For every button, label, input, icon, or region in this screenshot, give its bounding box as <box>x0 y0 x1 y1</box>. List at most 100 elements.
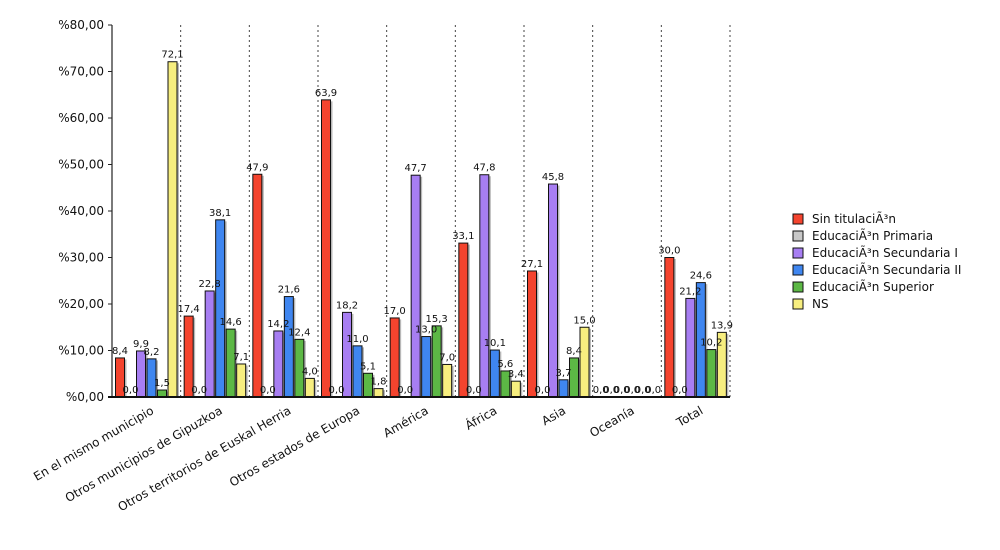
data-label: 0,0 <box>635 385 651 396</box>
y-tick-label: %20,00 <box>58 297 104 311</box>
bar-sin-titulacia-n-asia <box>527 270 537 398</box>
legend-swatch-educacia-n-superior <box>792 281 804 293</box>
bar-sin-titulacia-n-otros-estados-de-europa <box>321 99 331 398</box>
data-label: 30,0 <box>658 246 680 257</box>
data-label: 13,9 <box>711 320 733 331</box>
bar-educacia-n-secundaria-i-total <box>685 297 696 398</box>
data-label: 8,2 <box>144 347 160 358</box>
data-label: 14,2 <box>267 319 289 330</box>
data-label: 24,6 <box>690 271 712 282</box>
bar-educacia-n-secundaria-ii-asia <box>558 379 569 398</box>
data-label: 22,8 <box>199 279 221 290</box>
x-tick-label-africa: África <box>462 403 499 433</box>
grid-lines <box>180 25 731 397</box>
bar-ns-en-el-mismo-municipio <box>167 61 178 398</box>
data-label: 9,9 <box>133 339 149 350</box>
data-label: 3,4 <box>508 369 524 380</box>
data-label: 47,7 <box>405 163 427 174</box>
legend-label-sin-titulacia-n: Sin titulaciÃ³n <box>812 211 896 226</box>
bar-ns-otros-municipios-de-gipuzkoa <box>236 363 247 398</box>
data-label: 17,4 <box>178 304 200 315</box>
data-label: 0,0 <box>614 385 630 396</box>
data-label: 21,2 <box>679 286 701 297</box>
data-label: 21,6 <box>278 285 300 296</box>
data-label: 47,9 <box>246 162 268 173</box>
y-tick-label: %0,00 <box>66 390 104 404</box>
bar-sin-titulacia-n-africa <box>458 242 469 398</box>
bar-ns-otros-estados-de-europa <box>373 388 384 398</box>
bar-educacia-n-secundaria-i-africa <box>479 174 490 398</box>
legend: Sin titulaciÃ³n EducaciÃ³n Primaria Educac… <box>792 211 961 311</box>
data-label: 0,0 <box>191 385 207 396</box>
y-tick-label: %60,00 <box>58 111 104 125</box>
bar-ns-asia <box>579 326 590 398</box>
bar-educacia-n-secundaria-i-otros-municipios-de-gipuzkoa <box>204 290 215 398</box>
data-label: 1,8 <box>371 377 387 388</box>
data-label: 63,9 <box>315 88 337 99</box>
legend-swatch-ns <box>792 298 804 310</box>
data-label: 5,6 <box>497 359 513 370</box>
bars <box>115 61 729 398</box>
legend-swatch-educacia-n-secundaria-i <box>792 247 804 259</box>
bar-educacia-n-superior-otros-municipios-de-gipuzkoa <box>225 328 236 398</box>
data-label: 27,1 <box>521 259 543 270</box>
bar-sin-titulacia-n-otros-territorios-de-euskal-herria <box>252 173 263 398</box>
legend-label-educacia-n-secundaria-ii: EducaciÃ³n Secundaria II <box>812 262 961 277</box>
bar-educacia-n-secundaria-i-asia <box>548 183 558 398</box>
data-label: 0,0 <box>329 385 345 396</box>
data-labels: 8,417,447,963,917,033,127,10,030,00,0 0,0… <box>112 50 733 396</box>
data-label: 38,1 <box>209 208 231 219</box>
x-tick-label-otros-estados-de-europa: Otros estados de Europa <box>227 403 362 489</box>
legend-label-ns: NS <box>812 297 829 311</box>
data-label: 0,0 <box>466 385 482 396</box>
data-label: 0,0 <box>603 385 619 396</box>
bar-educacia-n-secundaria-ii-otros-territorios-de-euskal-herria <box>283 296 294 398</box>
bar-educacia-n-secundaria-ii-otros-municipios-de-gipuzkoa <box>215 219 226 398</box>
data-label: 33,1 <box>452 231 474 242</box>
y-tick-label: %50,00 <box>58 158 104 172</box>
data-label: 0,0 <box>593 385 609 396</box>
data-label: 13,0 <box>415 325 437 336</box>
data-label: 17,0 <box>384 306 406 317</box>
bar-educacia-n-secundaria-ii-africa <box>489 349 500 398</box>
data-label: 12,4 <box>288 327 310 338</box>
data-label: 15,3 <box>426 314 448 325</box>
x-tick-label-america: América <box>381 403 431 440</box>
data-label: 45,8 <box>542 172 564 183</box>
axes: %0,00 %10,00 %20,00 %30,00 %40,00 %50,00 %60,0… <box>31 18 730 514</box>
legend-swatch-educacia-n-secundaria-ii <box>792 264 804 276</box>
data-label: 18,2 <box>336 300 358 311</box>
data-label: 11,0 <box>346 334 368 345</box>
data-label: 15,0 <box>573 315 595 326</box>
x-tick-label-oceania: Oceanía <box>587 403 637 440</box>
data-label: 0,0 <box>672 385 688 396</box>
data-label: 7,0 <box>439 352 455 363</box>
data-label: 10,2 <box>700 338 722 349</box>
y-tick-label: %70,00 <box>58 65 104 79</box>
data-label: 0,0 <box>260 385 276 396</box>
y-tick-label: %40,00 <box>58 204 104 218</box>
data-label: 14,6 <box>220 317 242 328</box>
x-tick-label-total: Total <box>673 403 705 430</box>
bar-educacia-n-superior-en-el-mismo-municipio <box>157 389 167 398</box>
data-label: 8,4 <box>112 346 128 357</box>
data-label: 0,0 <box>397 385 413 396</box>
y-tick-label: %30,00 <box>58 251 104 265</box>
data-label: 0,0 <box>535 385 551 396</box>
legend-swatch-sin-titulacia-n <box>792 213 804 225</box>
bar-educacia-n-superior-total <box>706 349 717 398</box>
data-label: 0,0 <box>624 385 640 396</box>
bar-ns-africa <box>510 380 521 398</box>
data-label: 3,7 <box>556 368 572 379</box>
data-label: 0,0 <box>123 385 139 396</box>
bar-ns-america <box>442 363 453 398</box>
bar-sin-titulacia-n-total <box>664 257 675 398</box>
data-label: 5,1 <box>360 361 376 372</box>
bar-ns-otros-territorios-de-euskal-herria <box>304 377 315 398</box>
legend-label-educacia-n-superior: EducaciÃ³n Superior <box>812 279 934 294</box>
bar-educacia-n-secundaria-ii-america <box>421 336 432 398</box>
data-label: 7,1 <box>233 352 249 363</box>
data-label: 72,1 <box>161 50 183 61</box>
data-label: 0,0 <box>645 385 661 396</box>
